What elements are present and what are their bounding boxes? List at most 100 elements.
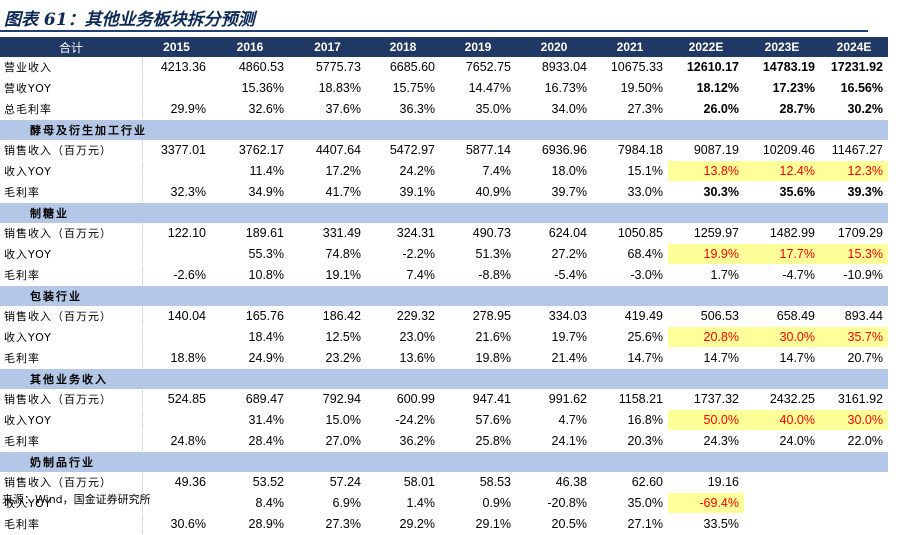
row-label: 收入YOY [0, 160, 143, 182]
row-label: 收入YOY [0, 243, 143, 265]
table-cell: 1.7% [668, 264, 744, 286]
table-cell [744, 472, 820, 493]
table-cell: 27.0% [289, 430, 366, 452]
table-cell: 9087.19 [668, 140, 744, 161]
row-label: 营业收入 [0, 57, 143, 78]
row-label: 总毛利率 [0, 98, 143, 120]
table-row: 营收YOY 15.36% 18.83% 15.75% 14.47% 16.73% 19.50… [0, 77, 888, 99]
table-cell: 3377.01 [142, 140, 211, 161]
table-cell: 14.7% [668, 347, 744, 369]
table-cell: 10675.33 [592, 57, 668, 78]
table-cell: 37.6% [289, 98, 366, 120]
table-cell: 58.01 [366, 472, 440, 493]
table-cell: 27.3% [289, 513, 366, 535]
table-cell: 19.8% [440, 347, 516, 369]
table-row: 销售收入（百万元） 524.85 689.47 792.94 600.99 947.41 9… [0, 389, 888, 410]
table-cell: 34.0% [516, 98, 592, 120]
table-cell: 506.53 [668, 306, 744, 327]
table-cell: 57.6% [440, 409, 516, 431]
table-cell: 792.94 [289, 389, 366, 410]
table-row: 毛利率 18.8% 24.9% 23.2% 13.6% 19.8% 21.4% 14.7% 14… [0, 347, 888, 369]
table-cell: -24.2% [366, 409, 440, 431]
table-cell: -5.4% [516, 264, 592, 286]
table-cell: 7.4% [440, 160, 516, 182]
table-cell [820, 513, 888, 535]
header-cell: 2019 [440, 37, 516, 57]
header-cell: 2024E [820, 37, 888, 57]
table-row: 收入YOY 31.4% 15.0% -24.2% 57.6% 4.7% 16.8% 50.0%… [0, 409, 888, 431]
row-label: 销售收入（百万元） [0, 306, 143, 327]
table-cell: 17231.92 [820, 57, 888, 78]
section-title: 包装行业 [0, 285, 888, 306]
table-cell: 24.3% [668, 430, 744, 452]
table-cell: 16.73% [516, 77, 592, 99]
table-cell: 20.7% [820, 347, 888, 369]
table-cell: 2432.25 [744, 389, 820, 410]
table-cell: 28.9% [211, 513, 289, 535]
table-cell: 5877.14 [440, 140, 516, 161]
table-cell [142, 160, 211, 182]
table-cell: 122.10 [142, 223, 211, 244]
table-cell: 35.7% [820, 326, 888, 348]
table-cell: 689.47 [211, 389, 289, 410]
table-cell: 62.60 [592, 472, 668, 493]
table-cell: 10209.46 [744, 140, 820, 161]
table-cell: 30.3% [668, 181, 744, 203]
table-cell: 30.0% [744, 326, 820, 348]
table-cell: 28.4% [211, 430, 289, 452]
table-cell: 22.0% [820, 430, 888, 452]
row-label: 毛利率 [0, 264, 143, 286]
table-cell: 12610.17 [668, 57, 744, 78]
table-cell: -8.8% [440, 264, 516, 286]
row-label: 销售收入（百万元） [0, 472, 143, 493]
table-cell: 50.0% [668, 409, 744, 431]
table-cell: 33.5% [668, 513, 744, 535]
table-row: 总毛利率 29.9% 32.6% 37.6% 36.3% 35.0% 34.0% 27.3% 2… [0, 98, 888, 120]
row-label: 销售收入（百万元） [0, 223, 143, 244]
table-cell: 13.6% [366, 347, 440, 369]
table-cell: 31.4% [211, 409, 289, 431]
table-cell: 36.2% [366, 430, 440, 452]
table-cell [142, 409, 211, 431]
table-cell: 30.2% [820, 98, 888, 120]
table-cell: 14.7% [592, 347, 668, 369]
table-cell: 24.1% [516, 430, 592, 452]
table-row: 销售收入（百万元） 122.10 189.61 331.49 324.31 490.73 6… [0, 223, 888, 244]
table-cell [820, 472, 888, 493]
table-cell: 24.0% [744, 430, 820, 452]
table-cell: 12.5% [289, 326, 366, 348]
table-cell: 1259.97 [668, 223, 744, 244]
table-cell: 18.12% [668, 77, 744, 99]
table-cell: 0.9% [440, 492, 516, 514]
table-cell [142, 326, 211, 348]
table-cell: 14.7% [744, 347, 820, 369]
table-cell: -2.2% [366, 243, 440, 265]
table-cell: 53.52 [211, 472, 289, 493]
header-cell: 合计 [0, 37, 142, 57]
header-cell: 2022E [668, 37, 744, 57]
table-cell [142, 243, 211, 265]
table-cell: 19.7% [516, 326, 592, 348]
table-cell: 35.0% [440, 98, 516, 120]
table-cell: 57.24 [289, 472, 366, 493]
table-cell [744, 492, 820, 514]
table-cell: 1050.85 [592, 223, 668, 244]
table-cell: 41.7% [289, 181, 366, 203]
table-cell: 35.0% [592, 492, 668, 514]
section-title: 其他业务收入 [0, 368, 888, 389]
table-cell: 991.62 [516, 389, 592, 410]
table-row: 毛利率 30.6% 28.9% 27.3% 29.2% 29.1% 20.5% 27.1% 33… [0, 513, 888, 535]
table-cell: 1158.21 [592, 389, 668, 410]
row-label: 毛利率 [0, 347, 143, 369]
table-cell: 15.1% [592, 160, 668, 182]
table-cell: 58.53 [440, 472, 516, 493]
header-cell: 2020 [516, 37, 592, 57]
table-header-row: 合计 2015 2016 2017 2018 2019 2020 2021 20… [0, 37, 888, 57]
section-header-row: 酵母及衍生加工行业 [0, 119, 888, 140]
table-cell: 20.3% [592, 430, 668, 452]
table-cell: 17.23% [744, 77, 820, 99]
table-cell: 40.9% [440, 181, 516, 203]
section-title: 奶制品行业 [0, 451, 888, 472]
table-cell: 600.99 [366, 389, 440, 410]
header-cell: 2017 [289, 37, 366, 57]
